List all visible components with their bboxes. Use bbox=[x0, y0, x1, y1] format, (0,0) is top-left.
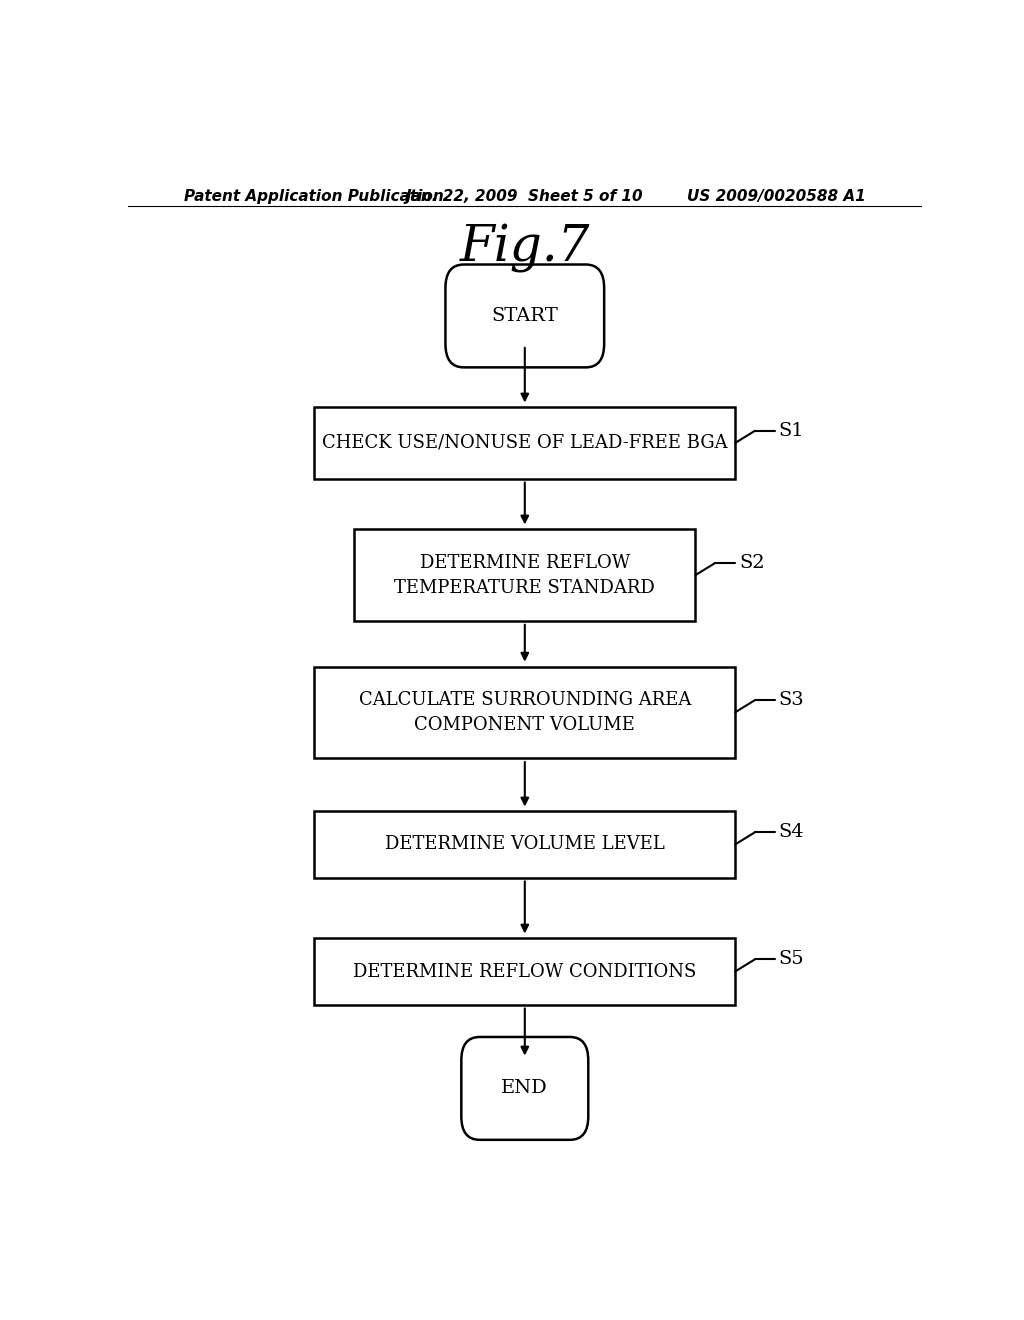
Text: S4: S4 bbox=[779, 824, 805, 841]
Text: Fig.7: Fig.7 bbox=[460, 223, 590, 272]
Bar bbox=[314, 939, 735, 1005]
Text: CHECK USE/NONUSE OF LEAD-FREE BGA: CHECK USE/NONUSE OF LEAD-FREE BGA bbox=[322, 434, 728, 451]
FancyBboxPatch shape bbox=[445, 264, 604, 367]
Text: CALCULATE SURROUNDING AREA
COMPONENT VOLUME: CALCULATE SURROUNDING AREA COMPONENT VOL… bbox=[358, 690, 691, 734]
Text: S2: S2 bbox=[739, 554, 765, 572]
Text: END: END bbox=[502, 1080, 548, 1097]
Text: S3: S3 bbox=[779, 692, 805, 709]
Bar bbox=[354, 529, 695, 620]
FancyBboxPatch shape bbox=[461, 1038, 588, 1140]
Text: Jan. 22, 2009  Sheet 5 of 10: Jan. 22, 2009 Sheet 5 of 10 bbox=[406, 189, 644, 203]
Bar bbox=[314, 667, 735, 758]
Bar bbox=[314, 408, 735, 479]
Text: S5: S5 bbox=[779, 950, 805, 969]
Bar bbox=[314, 812, 735, 878]
Text: START: START bbox=[492, 308, 558, 325]
Text: DETERMINE REFLOW CONDITIONS: DETERMINE REFLOW CONDITIONS bbox=[353, 962, 696, 981]
Text: US 2009/0020588 A1: US 2009/0020588 A1 bbox=[687, 189, 866, 203]
Text: DETERMINE REFLOW
TEMPERATURE STANDARD: DETERMINE REFLOW TEMPERATURE STANDARD bbox=[394, 553, 655, 597]
Text: S1: S1 bbox=[779, 422, 805, 440]
Text: Patent Application Publication: Patent Application Publication bbox=[183, 189, 443, 203]
Text: DETERMINE VOLUME LEVEL: DETERMINE VOLUME LEVEL bbox=[385, 836, 665, 854]
